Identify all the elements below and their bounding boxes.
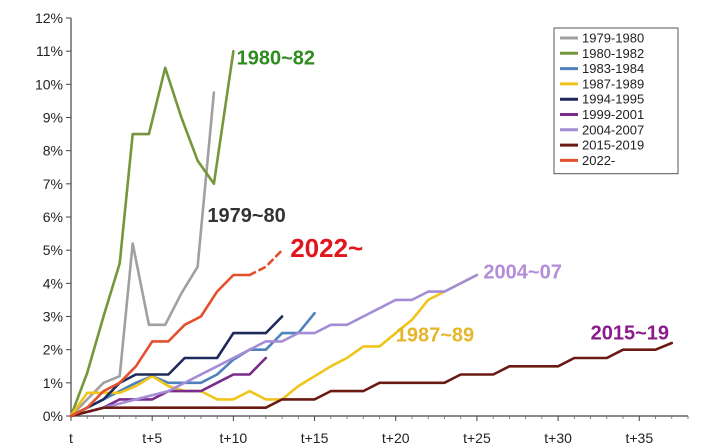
y-tick-label: 9% (43, 110, 63, 126)
x-tick-label: t+20 (382, 430, 410, 446)
legend-entry: 1999-2001 (582, 107, 644, 122)
series-line-1987-1989 (69, 273, 479, 418)
y-tick-label: 6% (43, 209, 63, 225)
y-tick-label: 5% (43, 242, 63, 258)
legend-entry: 2004-2007 (582, 122, 644, 137)
annotation-label: 1980~82 (237, 47, 315, 69)
y-tick-label: 12% (35, 10, 63, 26)
y-tick-label: 10% (35, 76, 63, 92)
legend-entry: 1994-1995 (582, 92, 644, 107)
series-line-2004-2007 (69, 273, 479, 418)
y-tick-label: 0% (43, 408, 63, 424)
y-tick-label: 4% (43, 275, 63, 291)
legend-entry: 1979-1980 (582, 31, 644, 46)
series-line-2015-2019 (69, 341, 674, 418)
annotation-label: 1979~80 (207, 205, 285, 227)
y-tick-label: 7% (43, 176, 63, 192)
x-tick-label: t+25 (463, 430, 491, 446)
legend-entry: 2022- (582, 153, 615, 168)
y-tick-label: 3% (43, 309, 63, 325)
x-tick-label: t+10 (220, 430, 248, 446)
annotation-label: 2015~19 (591, 323, 669, 345)
x-tick-label: t+5 (142, 430, 162, 446)
legend-entry: 1987-1989 (582, 76, 644, 91)
series-forecast-2022- (248, 248, 284, 277)
series-line-1999-2001 (69, 356, 268, 418)
x-tick-label: t+35 (625, 430, 653, 446)
annotation-label: 2022~ (290, 233, 363, 263)
x-tick-label: t (69, 430, 73, 446)
y-tick-label: 8% (43, 143, 63, 159)
x-tick-label: t+30 (544, 430, 572, 446)
series-lines (69, 49, 674, 418)
legend-entry: 1980-1982 (582, 46, 644, 61)
annotation-label: 1987~89 (396, 324, 474, 346)
y-tick-label: 11% (36, 43, 63, 59)
y-tick-label: 2% (43, 342, 63, 358)
legend: 1979-19801980-19821983-19841987-19891994… (553, 27, 679, 175)
series-line-1979-1980 (69, 91, 216, 418)
y-tick-label: 1% (43, 375, 63, 391)
series-line-2022- (69, 273, 251, 418)
series-line-1983-1984 (69, 311, 316, 418)
annotation-label: 2004~07 (483, 261, 561, 283)
legend-entry: 1983-1984 (582, 61, 644, 76)
series-line-1980-1982 (69, 49, 235, 418)
legend-entry: 2015-2019 (582, 138, 644, 153)
axes: 0% 1% 2% 3% 4% 5% 6% 7% 8% 9% 10% 11% 12% t t+5 t+10 t+1… (35, 10, 689, 446)
x-tick-label: t+15 (301, 430, 329, 446)
